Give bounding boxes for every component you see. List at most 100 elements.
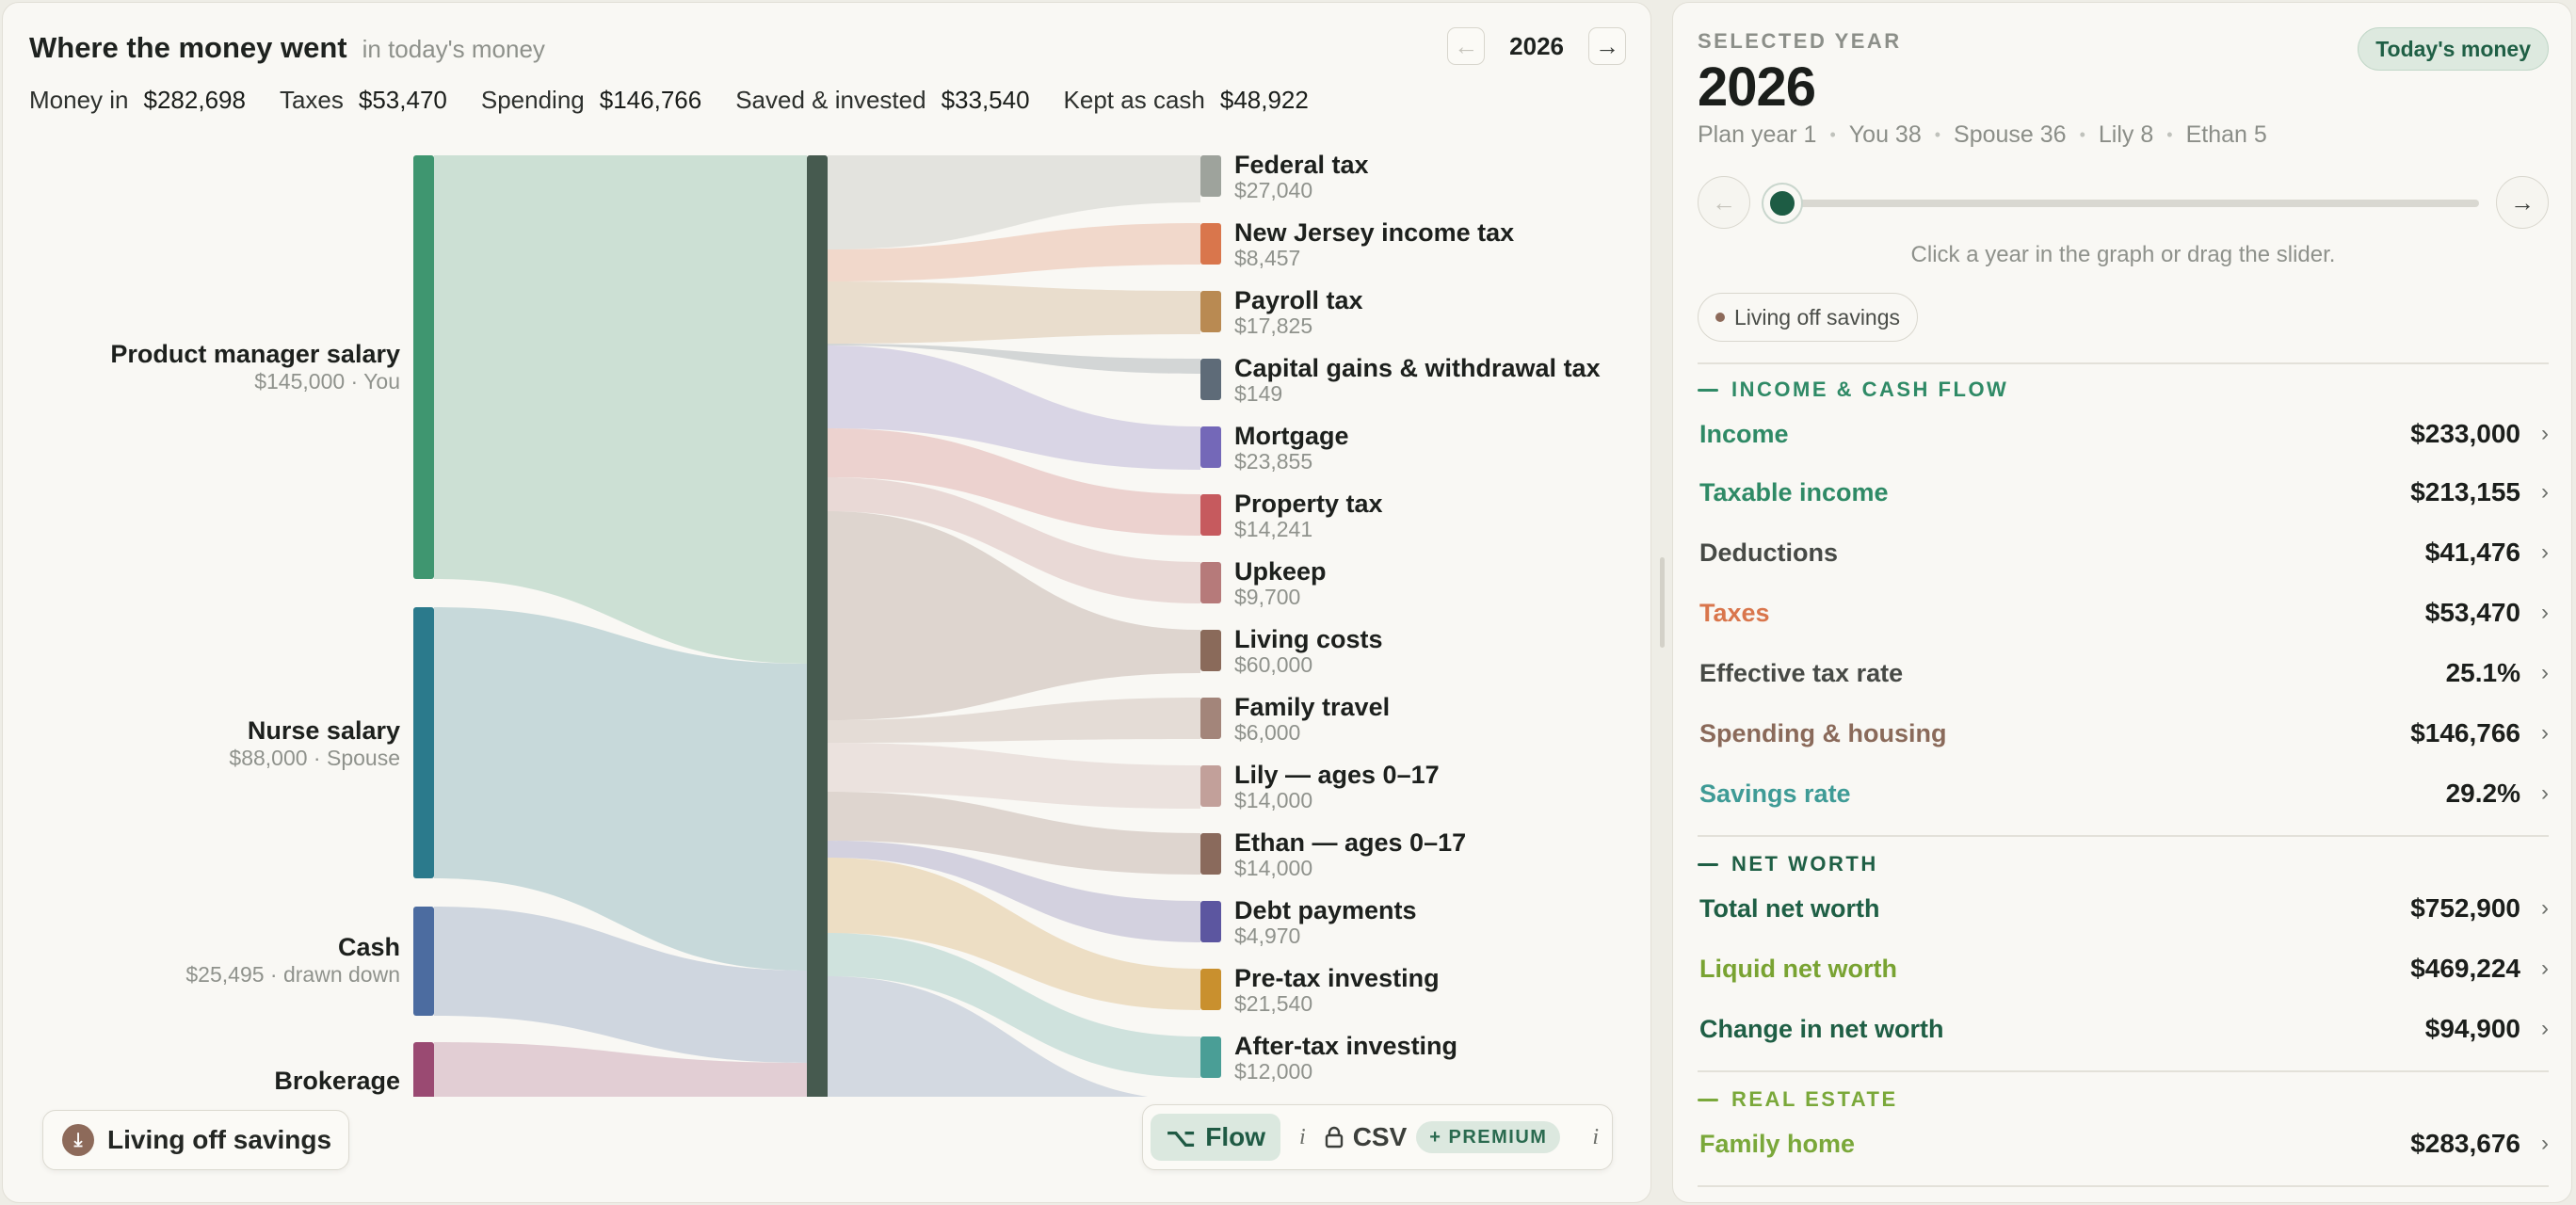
metric-value: $233,000: [2410, 419, 2520, 448]
metric-change-in-net-worth[interactable]: Change in net worth $94,900 ›: [1699, 1010, 2549, 1048]
metric-value: $53,470: [2424, 598, 2520, 627]
living-off-savings-label: Living off savings: [107, 1125, 332, 1154]
metric-spending-housing[interactable]: Spending & housing $146,766 ›: [1699, 715, 2549, 752]
chart-title: Where the money went: [29, 31, 347, 64]
sankey-target-node[interactable]: [1200, 833, 1221, 875]
target-amount: $4,970: [1234, 924, 1300, 948]
flow-band-source: [434, 1042, 807, 1097]
divider: [1698, 1070, 2549, 1072]
age-you: You 38: [1848, 121, 1922, 148]
metric-effective-tax-rate[interactable]: Effective tax rate 25.1% ›: [1699, 654, 2549, 692]
next-year-button[interactable]: →: [1588, 27, 1626, 65]
sankey-target-node[interactable]: [1200, 426, 1221, 468]
section-title: NET WORTH: [1731, 852, 1878, 876]
year-slider-row: ← →: [1698, 176, 2549, 229]
chevron-right-icon: ›: [2541, 956, 2549, 981]
target-label: Capital gains & withdrawal tax: [1234, 354, 1601, 382]
source-label: Brokerage: [274, 1067, 400, 1095]
year-slider-thumb[interactable]: [1763, 185, 1801, 222]
section-title: INCOME & CASH FLOW: [1731, 378, 2009, 401]
premium-badge: + PREMIUM: [1416, 1121, 1561, 1153]
arrow-right-icon: →: [1595, 31, 1619, 60]
sankey-target-node[interactable]: [1200, 630, 1221, 671]
sankey-source-node[interactable]: [413, 907, 434, 1016]
target-amount: $14,241: [1234, 517, 1312, 541]
metric-savings-rate[interactable]: Savings rate 29.2% ›: [1699, 775, 2549, 812]
target-label: After-tax investing: [1234, 1032, 1457, 1060]
chevron-right-icon: ›: [2541, 1016, 2549, 1041]
source-amount: $145,000 · You: [254, 369, 400, 394]
metric-total-net-worth[interactable]: Total net worth $752,900 ›: [1699, 890, 2549, 927]
sankey-target-node[interactable]: [1200, 901, 1221, 942]
target-amount: $8,457: [1234, 246, 1300, 270]
stat-value: $146,766: [599, 86, 702, 114]
metric-taxes[interactable]: Taxes $53,470 ›: [1699, 594, 2549, 632]
sankey-target-node[interactable]: [1200, 291, 1221, 332]
previous-year-button[interactable]: ←: [1447, 27, 1486, 65]
sankey-target-node[interactable]: [1200, 969, 1221, 1010]
flow-band-target: [828, 428, 1200, 536]
chart-subtitle: in today's money: [362, 35, 545, 63]
age-lily: Lily 8: [2098, 121, 2154, 148]
stat-label: Taxes: [279, 86, 344, 114]
flow-band-target: [828, 792, 1200, 875]
chevron-right-icon: ›: [2541, 600, 2549, 625]
target-amount: $21,540: [1234, 991, 1312, 1016]
section-dash-icon: [1698, 388, 1718, 392]
section-title: REAL ESTATE: [1731, 1087, 1898, 1111]
csv-label: CSV: [1352, 1122, 1408, 1151]
metric-taxable-income[interactable]: Taxable income $213,155 ›: [1699, 474, 2549, 511]
metric-deductions[interactable]: Deductions $41,476 ›: [1699, 534, 2549, 571]
sankey-target-node[interactable]: [1200, 223, 1221, 265]
source-label: Product manager salary: [110, 340, 400, 368]
flow-view-button[interactable]: ⌥ Flow: [1151, 1114, 1281, 1161]
flow-info-icon[interactable]: i: [1299, 1124, 1306, 1149]
stat-value: $48,922: [1219, 86, 1309, 114]
flow-band-target: [828, 344, 1200, 374]
target-label: Family travel: [1234, 693, 1390, 721]
plan-year: Plan year 1: [1698, 121, 1817, 148]
arrow-right-icon: →: [2510, 187, 2535, 217]
target-label: Payroll tax: [1234, 286, 1363, 314]
metric-value: $752,900: [2410, 893, 2520, 923]
living-off-savings-button[interactable]: ⤓ Living off savings: [42, 1110, 350, 1170]
section-real-estate: REAL ESTATE: [1698, 1087, 1898, 1112]
age-spouse: Spouse 36: [1954, 121, 2067, 148]
flow-band-target: [828, 743, 1200, 809]
stat-value: $282,698: [143, 86, 246, 114]
living-off-savings-chip[interactable]: Living off savings: [1698, 293, 1919, 342]
divider: [1698, 835, 2549, 837]
stat-kept-as-cash: Kept as cash $48,922: [1064, 86, 1309, 115]
summary-stats: Money in $282,698 Taxes $53,470 Spending…: [29, 86, 1309, 115]
slider-next-button[interactable]: →: [2496, 176, 2549, 229]
sankey-target-node[interactable]: [1200, 155, 1221, 197]
metric-liquid-net-worth[interactable]: Liquid net worth $469,224 ›: [1699, 950, 2549, 988]
csv-info-icon[interactable]: i: [1592, 1124, 1599, 1149]
sankey-target-node[interactable]: [1200, 359, 1221, 400]
year-details-panel: SELECTED YEAR 2026 Today's money Plan ye…: [1672, 2, 2572, 1203]
panel-resize-handle[interactable]: [1660, 557, 1665, 648]
status-dot-icon: [1715, 313, 1725, 322]
chevron-right-icon: ›: [2541, 1131, 2549, 1156]
sankey-target-node[interactable]: [1200, 562, 1221, 603]
sankey-source-node[interactable]: [413, 1042, 434, 1101]
slider-prev-button[interactable]: ←: [1698, 176, 1750, 229]
metric-value: $94,900: [2424, 1014, 2520, 1043]
metric-label: Family home: [1699, 1129, 1856, 1158]
target-amount: $9,700: [1234, 585, 1300, 609]
metric-income[interactable]: Income $233,000 ›: [1699, 415, 2549, 453]
chevron-right-icon: ›: [2541, 421, 2549, 446]
metric-family-home[interactable]: Family home $283,676 ›: [1699, 1125, 2549, 1163]
sankey-target-node[interactable]: [1200, 494, 1221, 536]
metric-label: Income: [1699, 419, 1789, 448]
todays-money-toggle[interactable]: Today's money: [2358, 27, 2549, 71]
sankey-source-node[interactable]: [413, 155, 434, 579]
sankey-target-node[interactable]: [1200, 765, 1221, 807]
year-slider-track[interactable]: [1777, 200, 2479, 207]
sankey-target-node[interactable]: [1200, 698, 1221, 739]
stat-taxes: Taxes $53,470: [280, 86, 447, 115]
csv-export-button[interactable]: CSV + PREMIUM: [1325, 1121, 1561, 1153]
sankey-target-node[interactable]: [1200, 1036, 1221, 1078]
sankey-source-node[interactable]: [413, 607, 434, 878]
target-amount: $6,000: [1234, 720, 1300, 745]
